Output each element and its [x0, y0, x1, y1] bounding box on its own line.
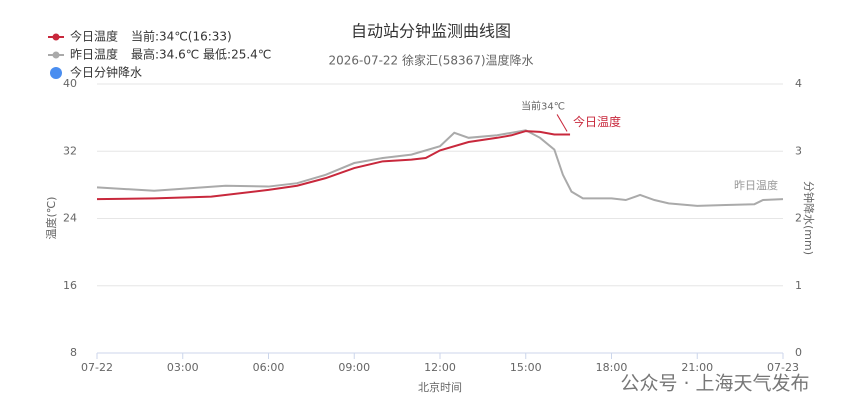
y2-tick-label: 4 [795, 77, 802, 90]
y-tick-label: 24 [63, 212, 77, 225]
y-tick-label: 16 [63, 279, 77, 292]
y-tick-label: 32 [63, 144, 77, 157]
chart-subtitle: 2026-07-22 徐家汇(58367)温度降水 [328, 53, 533, 68]
legend-label: 今日温度 [70, 29, 118, 44]
y-tick-label: 8 [70, 346, 77, 359]
legend-label: 昨日温度 [70, 47, 118, 62]
annotation-connector [556, 114, 568, 132]
legend-marker [50, 67, 62, 79]
annotation: 当前34℃ [521, 99, 565, 112]
y2-tick-label: 0 [795, 346, 802, 359]
legend-note: 当前:34℃(16:33) [131, 29, 232, 44]
x-tick-label: 15:00 [510, 361, 542, 374]
legend-marker [52, 33, 60, 41]
series-line [96, 129, 784, 207]
x-tick-label: 18:00 [596, 361, 628, 374]
legend-label: 今日分钟降水 [70, 65, 142, 80]
annotation: 今日温度 [573, 114, 621, 129]
x-tick-label: 12:00 [424, 361, 456, 374]
x-axis-label: 北京时间 [418, 380, 462, 394]
x-tick-label: 21:00 [681, 361, 713, 374]
y2-tick-label: 3 [795, 144, 802, 157]
legend-marker [52, 51, 60, 59]
y2-axis-label: 分钟降水(mm) [802, 181, 816, 255]
annotation: 昨日温度 [734, 178, 778, 192]
series-line [96, 130, 571, 201]
x-tick-label: 07-23 [767, 361, 799, 374]
legend-note: 最高:34.6℃ 最低:25.4℃ [131, 47, 271, 62]
chart-title: 自动站分钟监测曲线图 [351, 22, 511, 41]
y-axis-label: 温度(℃) [44, 197, 58, 240]
y2-tick-label: 1 [795, 279, 802, 292]
x-tick-label: 06:00 [253, 361, 285, 374]
y2-tick-label: 2 [795, 212, 802, 225]
x-tick-label: 03:00 [167, 361, 199, 374]
x-tick-label: 09:00 [338, 361, 370, 374]
x-tick-label: 07-22 [81, 361, 113, 374]
y-tick-label: 40 [63, 77, 77, 90]
watermark: 公众号 · 上海天气发布 [620, 373, 809, 395]
